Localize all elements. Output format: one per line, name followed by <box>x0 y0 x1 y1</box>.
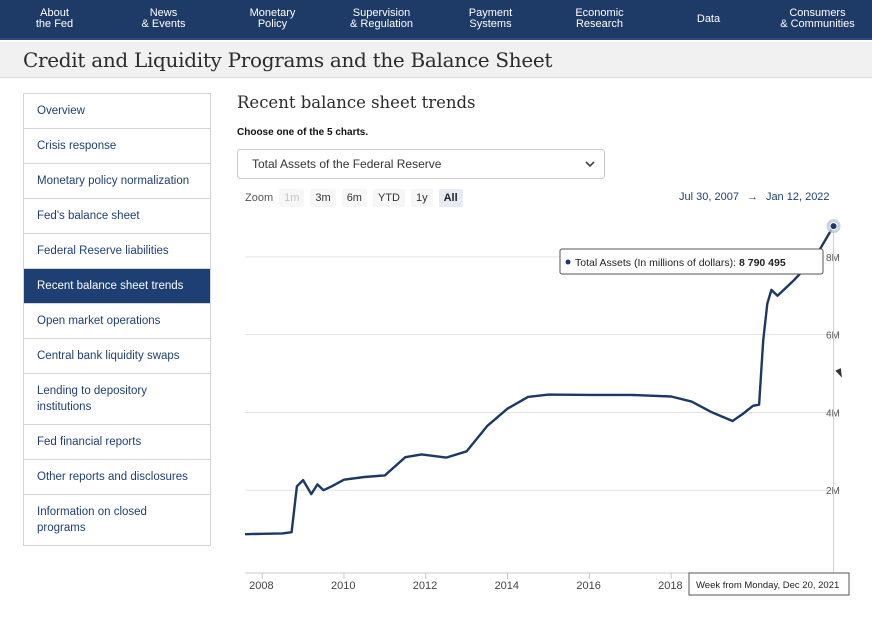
sidebar-item-central-bank-liquidity-swaps[interactable]: Central bank liquidity swaps <box>24 339 210 374</box>
chevron-down-icon <box>584 158 596 173</box>
date-label-box <box>688 572 850 596</box>
x-tick-label: 2010 <box>331 580 355 592</box>
tooltip-date-label: Week from Monday, Dec 20, 2021 <box>696 580 839 591</box>
sidebar-item-open-market-operations[interactable]: Open market operations <box>24 304 210 339</box>
date-range-from[interactable]: Jul 30, 2007 <box>679 191 739 203</box>
nav-payment-systems[interactable]: Payment Systems <box>468 7 513 30</box>
x-tick-label: 2014 <box>495 580 519 592</box>
sidebar-item-fed-financial-reports[interactable]: Fed financial reports <box>24 425 210 460</box>
zoom-1m-button[interactable]: 1m <box>279 189 305 207</box>
highlight-point[interactable] <box>829 222 838 231</box>
y-tick-label: 8M <box>826 253 840 264</box>
sidebar: Overview Crisis response Monetary policy… <box>23 93 211 546</box>
tooltip-series-dot <box>565 259 571 265</box>
zoom-3m-button[interactable]: 3m <box>310 189 336 207</box>
chart-choice-label: Choose one of the 5 charts. <box>237 127 369 138</box>
total-assets-line <box>244 225 835 536</box>
sidebar-item-feds-balance-sheet[interactable]: Fed's balance sheet <box>24 199 210 234</box>
nav-monetary-policy[interactable]: Monetary Policy <box>249 7 296 30</box>
x-tick-label: 2008 <box>249 580 273 592</box>
chart-select-dropdown[interactable]: Total Assets of the Federal Reserve <box>237 149 605 179</box>
x-tick-label: 2016 <box>576 580 600 592</box>
tooltip-value: 8 790 495 <box>739 257 786 269</box>
sidebar-item-overview[interactable]: Overview <box>24 94 210 129</box>
x-tick-label: 2012 <box>413 580 437 592</box>
nav-about-the-fed[interactable]: About the Fed <box>35 7 74 30</box>
page-title: Credit and Liquidity Programs and the Ba… <box>23 48 553 72</box>
sidebar-item-lending-to-depository-institutions[interactable]: Lending to depository institutions <box>24 374 210 425</box>
x-tick-label: 2018 <box>658 580 682 592</box>
date-range-to[interactable]: Jan 12, 2022 <box>765 191 830 203</box>
y-tick-label: 6M <box>826 331 840 342</box>
zoom-controls: Zoom 1m 3m 6m YTD 1y All <box>245 188 469 208</box>
sidebar-item-information-on-closed-programs[interactable]: Information on closed programs <box>24 495 210 545</box>
nav-consumers-communities[interactable]: Consumers & Communities <box>780 7 855 30</box>
zoom-label: Zoom <box>245 192 274 204</box>
top-navigation: About the Fed News & Events Monetary Pol… <box>0 0 872 40</box>
nav-data[interactable]: Data <box>696 12 721 25</box>
tooltip-box <box>559 248 824 275</box>
zoom-ytd-button[interactable]: YTD <box>372 189 405 207</box>
date-range: Jul 30, 2007 → Jan 12, 2022 <box>679 191 830 203</box>
sidebar-item-monetary-policy-normalization[interactable]: Monetary policy normalization <box>24 164 210 199</box>
sidebar-item-crisis-response[interactable]: Crisis response <box>24 129 210 164</box>
sidebar-item-other-reports-and-disclosures[interactable]: Other reports and disclosures <box>24 460 210 495</box>
sidebar-item-recent-balance-sheet-trends[interactable]: Recent balance sheet trends <box>24 269 210 304</box>
right-arrow-icon: → <box>746 191 758 203</box>
zoom-6m-button[interactable]: 6m <box>341 189 367 207</box>
chart-select-value: Total Assets of the Federal Reserve <box>252 157 442 171</box>
y-tick-label: 2M <box>826 486 840 497</box>
nav-news-events[interactable]: News & Events <box>141 7 186 30</box>
nav-supervision-regulation[interactable]: Supervision & Regulation <box>350 7 413 30</box>
zoom-1y-button[interactable]: 1y <box>410 189 433 207</box>
nav-economic-research[interactable]: Economic Research <box>575 7 624 30</box>
section-title: Recent balance sheet trends <box>237 93 476 112</box>
y-tick-label: 4M <box>826 408 840 419</box>
sidebar-item-federal-reserve-liabilities[interactable]: Federal Reserve liabilities <box>24 234 210 269</box>
page-title-bar: Credit and Liquidity Programs and the Ba… <box>0 42 872 78</box>
tooltip-text: Total Assets (In millions of dollars): 8… <box>575 257 786 269</box>
zoom-all-button[interactable]: All <box>438 189 463 207</box>
mouse-cursor-icon <box>835 368 845 379</box>
tooltip-series-label: Total Assets (In millions of dollars): <box>575 257 739 269</box>
